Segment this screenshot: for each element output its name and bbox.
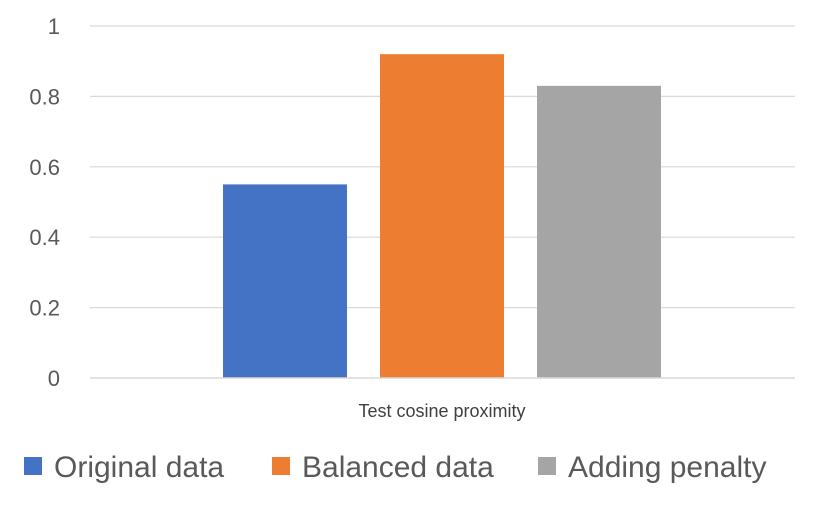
x-axis-category-labels: Test cosine proximity	[358, 401, 525, 421]
y-tick-label: 0.4	[29, 225, 60, 250]
legend-label: Original data	[54, 451, 224, 484]
bar-balanced-data	[380, 54, 504, 378]
legend: Original data Balanced data Adding penalty	[24, 451, 767, 484]
bar-adding-penalty	[537, 85, 661, 378]
legend-label: Adding penalty	[568, 451, 767, 484]
legend-label: Balanced data	[302, 451, 494, 484]
legend-swatch	[272, 457, 290, 475]
x-category-label: Test cosine proximity	[358, 401, 525, 421]
y-tick-label: 0.2	[29, 296, 60, 321]
y-tick-label: 0	[48, 366, 60, 391]
y-axis-tick-labels: 0 0.2 0.4 0.6 0.8 1	[29, 14, 60, 391]
legend-swatch	[538, 457, 556, 475]
y-tick-label: 0.6	[29, 155, 60, 180]
y-tick-label: 1	[48, 14, 60, 39]
y-tick-label: 0.8	[29, 84, 60, 109]
legend-swatch	[24, 457, 42, 475]
bars	[223, 54, 661, 378]
bar-original-data	[223, 184, 347, 378]
